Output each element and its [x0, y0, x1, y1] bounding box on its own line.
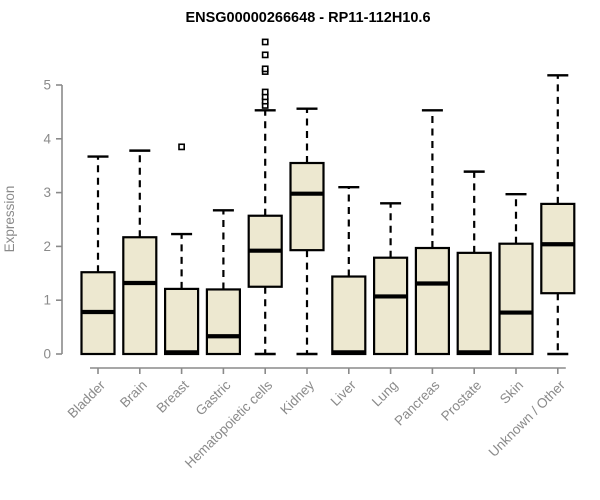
- x-tick-label: Pancreas: [392, 377, 443, 428]
- boxplot-skin: [498, 193, 534, 356]
- boxplot-breast: [164, 143, 200, 356]
- box-rect: [414, 246, 450, 356]
- boxplot-pancreas: [414, 109, 450, 356]
- x-tick-label: Breast: [154, 377, 192, 415]
- boxplot-unknown-other: [540, 74, 576, 356]
- y-tick-label: 0: [43, 347, 51, 362]
- box-rect: [373, 256, 409, 356]
- x-tick-label: Bladder: [65, 377, 109, 421]
- box-rect: [540, 202, 576, 295]
- box-rect: [122, 236, 158, 356]
- boxplot-hematopoietic-cells: [247, 38, 283, 356]
- y-tick-label: 2: [43, 239, 51, 254]
- boxplot-gastric: [205, 209, 241, 356]
- y-tick-label: 5: [43, 78, 51, 93]
- outlier-point: [261, 51, 269, 59]
- x-tick-label: Lung: [369, 378, 401, 410]
- box-group: [80, 38, 576, 356]
- y-tick-label: 4: [43, 131, 51, 146]
- boxplot-kidney: [289, 107, 325, 356]
- x-tick-label: Brain: [117, 378, 150, 411]
- boxplot-brain: [122, 149, 158, 356]
- outlier-point: [178, 143, 185, 151]
- box-rect: [205, 288, 241, 356]
- outlier-point: [261, 88, 269, 96]
- boxplot-bladder: [80, 155, 116, 356]
- x-tick-label: Skin: [497, 378, 526, 407]
- box-rect: [289, 161, 325, 252]
- x-tick-label: Gastric: [193, 377, 234, 418]
- x-tick-label: Liver: [328, 377, 360, 409]
- chart-title: ENSG00000266648 - RP11-112H10.6: [185, 10, 430, 26]
- x-tick-label: Prostate: [438, 378, 484, 424]
- box-rect: [331, 275, 367, 356]
- box-rect: [498, 242, 534, 356]
- y-tick-label: 1: [43, 293, 51, 308]
- boxplot-lung: [373, 202, 409, 356]
- outlier-point: [261, 65, 269, 73]
- x-tick-label: Kidney: [277, 377, 317, 417]
- outlier-point: [261, 38, 269, 46]
- boxplot-prostate: [456, 170, 492, 356]
- x-tick-label: Unknown / Other: [486, 377, 569, 460]
- box-rect: [456, 251, 492, 356]
- box-rect: [164, 287, 200, 356]
- y-tick-label: 3: [43, 185, 51, 200]
- y-axis-label: Expression: [2, 186, 17, 253]
- boxplot-liver: [331, 186, 367, 356]
